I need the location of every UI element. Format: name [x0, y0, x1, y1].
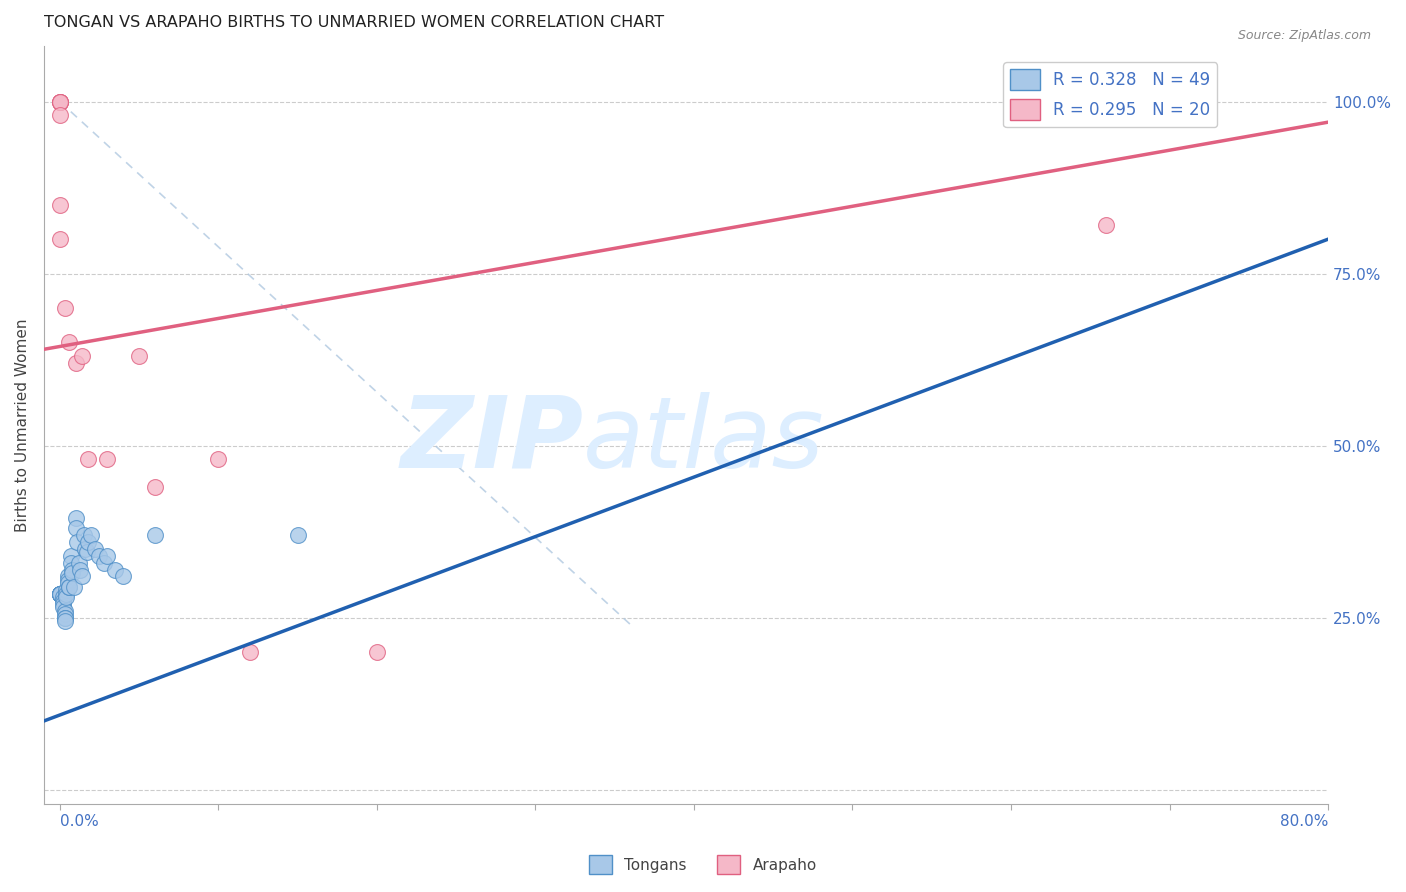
Point: [48, 587, 70, 601]
Point: [77, 452, 100, 467]
Point: [58, 335, 80, 350]
Point: [62, 563, 84, 577]
Point: [53, 607, 76, 622]
Legend: R = 0.328   N = 49, R = 0.295   N = 20: R = 0.328 N = 49, R = 0.295 N = 20: [1004, 62, 1218, 127]
Point: [58, 580, 80, 594]
Point: [55, 587, 77, 601]
Point: [1095, 219, 1118, 233]
Point: [96, 549, 118, 563]
Point: [48, 95, 70, 109]
Point: [62, 566, 84, 580]
Point: [59, 549, 82, 563]
Point: [143, 480, 166, 494]
Point: [93, 556, 115, 570]
Point: [48, 198, 70, 212]
Point: [66, 535, 89, 549]
Point: [58, 580, 80, 594]
Point: [48, 587, 70, 601]
Point: [56, 573, 79, 587]
Point: [53, 614, 76, 628]
Text: 80.0%: 80.0%: [1279, 814, 1329, 829]
Point: [48, 587, 70, 601]
Point: [67, 556, 90, 570]
Y-axis label: Births to Unmarried Women: Births to Unmarried Women: [15, 318, 30, 532]
Point: [287, 528, 309, 542]
Point: [56, 576, 79, 591]
Point: [55, 583, 77, 598]
Point: [48, 232, 70, 246]
Point: [65, 521, 87, 535]
Point: [48, 108, 70, 122]
Point: [52, 597, 75, 611]
Point: [59, 556, 82, 570]
Point: [207, 452, 229, 467]
Point: [48, 587, 70, 601]
Point: [52, 593, 75, 607]
Point: [1159, 95, 1181, 109]
Point: [48, 95, 70, 109]
Point: [70, 569, 93, 583]
Point: [56, 569, 79, 583]
Point: [76, 545, 98, 559]
Point: [83, 541, 105, 556]
Point: [89, 549, 111, 563]
Point: [53, 611, 76, 625]
Point: [52, 600, 75, 615]
Point: [65, 511, 87, 525]
Point: [52, 590, 75, 604]
Legend: Tongans, Arapaho: Tongans, Arapaho: [583, 849, 823, 880]
Point: [112, 569, 135, 583]
Point: [53, 301, 76, 315]
Point: [48, 587, 70, 601]
Point: [48, 587, 70, 601]
Point: [239, 645, 262, 659]
Point: [48, 95, 70, 109]
Point: [53, 611, 76, 625]
Text: Source: ZipAtlas.com: Source: ZipAtlas.com: [1237, 29, 1371, 42]
Point: [77, 535, 100, 549]
Point: [143, 528, 166, 542]
Point: [63, 580, 86, 594]
Point: [366, 645, 388, 659]
Point: [128, 349, 150, 363]
Text: 0.0%: 0.0%: [59, 814, 98, 829]
Text: TONGAN VS ARAPAHO BIRTHS TO UNMARRIED WOMEN CORRELATION CHART: TONGAN VS ARAPAHO BIRTHS TO UNMARRIED WO…: [44, 15, 664, 30]
Text: ZIP: ZIP: [401, 392, 583, 489]
Point: [80, 528, 103, 542]
Point: [65, 356, 87, 370]
Point: [48, 587, 70, 601]
Point: [53, 604, 76, 618]
Point: [72, 528, 94, 542]
Point: [55, 590, 77, 604]
Point: [69, 563, 91, 577]
Point: [48, 587, 70, 601]
Point: [104, 563, 127, 577]
Text: atlas: atlas: [583, 392, 825, 489]
Point: [48, 95, 70, 109]
Point: [75, 541, 97, 556]
Point: [70, 349, 93, 363]
Point: [96, 452, 118, 467]
